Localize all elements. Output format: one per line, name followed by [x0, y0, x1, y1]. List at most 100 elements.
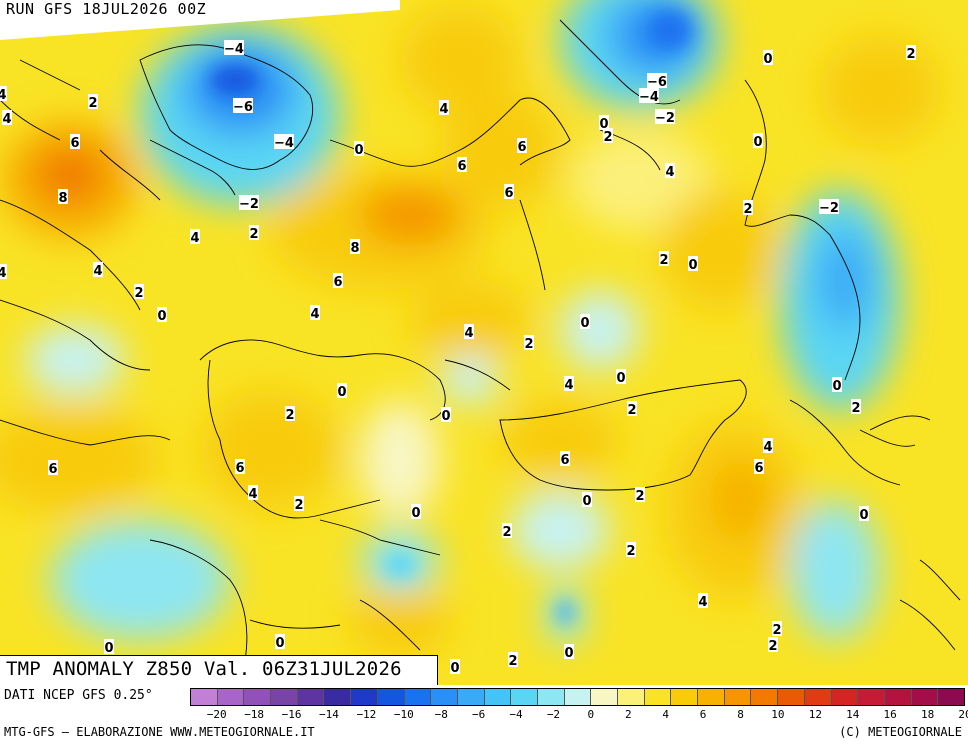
svg-text:4: 4 [310, 307, 319, 322]
legend-label: 0 [587, 708, 595, 721]
contour-label: 8 [58, 189, 68, 206]
svg-text:4: 4 [2, 112, 11, 127]
contour-label: −6 [647, 73, 667, 90]
legend-label: −6 [471, 708, 486, 721]
contour-label: 4 [190, 229, 200, 246]
contour-label: 4 [248, 485, 258, 502]
contour-label: 4 [464, 324, 474, 341]
svg-text:4: 4 [93, 264, 102, 279]
contour-label: 4 [665, 163, 675, 180]
contour-label: 2 [88, 94, 98, 111]
svg-text:0: 0 [753, 135, 762, 150]
svg-text:0: 0 [354, 143, 363, 158]
legend-swatch [511, 689, 538, 705]
contour-label: 2 [635, 487, 645, 504]
contour-label: 2 [502, 523, 512, 540]
legend-label: −16 [281, 708, 302, 721]
footer: DATI NCEP GFS 0.25° −20 −18 −16 −14 −12 −10 −8… [0, 685, 968, 745]
contour-label: 6 [70, 134, 80, 151]
coastlines [0, 19, 961, 661]
legend-label: −8 [434, 708, 448, 721]
contour-label: 6 [504, 184, 514, 201]
contour-label: 0 [104, 639, 114, 656]
svg-text:2: 2 [772, 623, 781, 638]
legend-swatch [831, 689, 859, 705]
map-title-box: TMP ANOMALY Z850 Val. 06Z31JUL2026 [0, 655, 438, 685]
legend-swatch [938, 689, 964, 705]
svg-text:4: 4 [0, 266, 7, 281]
contour-label: 2 [768, 637, 778, 654]
contour-label: 0 [832, 377, 842, 394]
svg-text:0: 0 [411, 506, 420, 521]
contour-label: 4 [310, 305, 320, 322]
contour-label: −2 [239, 195, 259, 212]
svg-text:8: 8 [58, 191, 67, 206]
legend-label: 10 [771, 708, 785, 721]
svg-text:4: 4 [564, 378, 573, 393]
svg-text:0: 0 [688, 258, 697, 273]
svg-text:−4: −4 [639, 90, 659, 105]
svg-text:0: 0 [104, 641, 113, 656]
legend-swatch [404, 689, 432, 705]
svg-text:2: 2 [659, 253, 668, 268]
legend-swatch [751, 689, 779, 705]
svg-text:0: 0 [763, 52, 772, 67]
contour-label: 0 [275, 634, 285, 651]
legend-swatch [244, 689, 272, 705]
legend-swatch [191, 689, 218, 705]
contour-label: 6 [457, 157, 467, 174]
svg-text:4: 4 [698, 595, 707, 610]
contour-label: 6 [754, 459, 764, 476]
svg-text:−4: −4 [274, 136, 294, 151]
contour-label: 4 [564, 376, 574, 393]
data-source-text: DATI NCEP GFS 0.25° [4, 688, 153, 703]
svg-text:−6: −6 [647, 75, 667, 90]
contour-label: 4 [698, 593, 708, 610]
svg-text:2: 2 [635, 489, 644, 504]
contour-label: 6 [235, 459, 245, 476]
legend-swatch [618, 689, 645, 705]
contour-label: 2 [508, 652, 518, 669]
legend-swatch [271, 689, 298, 705]
contour-label: 0 [441, 407, 451, 424]
svg-text:−4: −4 [224, 42, 244, 57]
map-title: TMP ANOMALY Z850 Val. 06Z31JUL2026 [6, 658, 402, 680]
contour-label: 2 [134, 284, 144, 301]
contour-label: 6 [48, 460, 58, 477]
contour-label: 4 [0, 86, 7, 103]
legend-label: −10 [393, 708, 414, 721]
svg-text:6: 6 [517, 140, 526, 155]
svg-text:2: 2 [743, 202, 752, 217]
svg-text:2: 2 [285, 408, 294, 423]
legend-swatch [858, 689, 885, 705]
legend-label: −4 [509, 708, 523, 721]
contour-label: −2 [819, 199, 839, 216]
svg-text:6: 6 [560, 453, 569, 468]
svg-text:4: 4 [665, 165, 674, 180]
svg-text:2: 2 [88, 96, 97, 111]
legend-swatch [671, 689, 699, 705]
contour-label: 2 [626, 542, 636, 559]
color-legend-labels: −20 −18 −16 −14 −12 −10 −8 −6 −4 −2 0 2 4 6 8 10 12 14 16 1… [190, 708, 968, 722]
contour-label: 0 [753, 133, 763, 150]
contour-label: 4 [763, 438, 773, 455]
legend-swatch [644, 689, 672, 705]
contour-label: −4 [274, 134, 294, 151]
legend-label: 12 [808, 708, 822, 721]
contour-label: 2 [772, 621, 782, 638]
contour-label: 0 [157, 307, 167, 324]
contour-label: 0 [354, 141, 364, 158]
legend-swatch [698, 689, 725, 705]
contour-label: 2 [294, 496, 304, 513]
svg-text:6: 6 [504, 186, 513, 201]
svg-text:2: 2 [508, 654, 517, 669]
svg-text:−2: −2 [655, 111, 675, 126]
svg-text:6: 6 [333, 275, 342, 290]
svg-text:0: 0 [441, 409, 450, 424]
svg-text:0: 0 [450, 661, 459, 676]
svg-text:−6: −6 [233, 100, 253, 115]
legend-swatch [591, 689, 618, 705]
svg-text:2: 2 [134, 286, 143, 301]
contour-label: 6 [333, 273, 343, 290]
